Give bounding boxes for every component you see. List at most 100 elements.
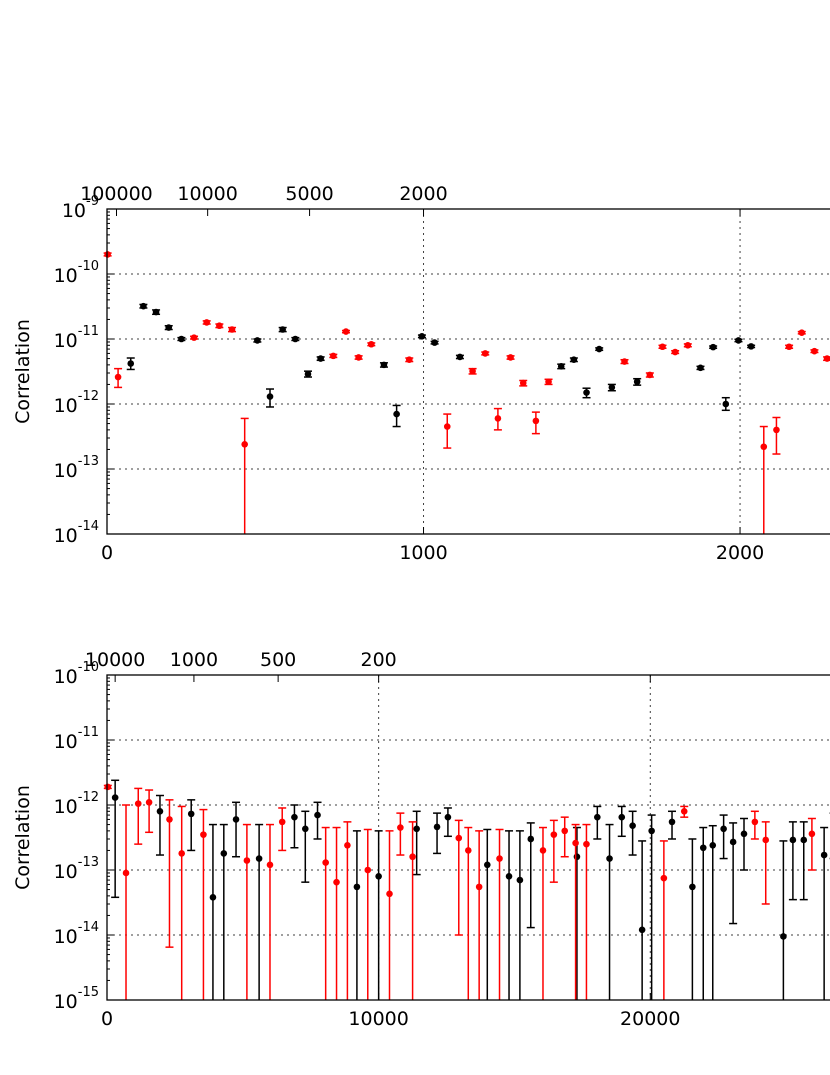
data-point: [122, 869, 130, 877]
y-tick-power: -14: [78, 519, 99, 534]
data-point: [278, 818, 286, 826]
series-black: [126, 302, 756, 428]
data-point: [165, 324, 173, 331]
data-point: [409, 853, 416, 861]
data-point: [507, 354, 514, 361]
data-point: [800, 836, 808, 844]
data-point: [152, 308, 160, 316]
top-tick-label: 5000: [285, 183, 333, 205]
data-point: [561, 827, 569, 835]
data-point: [762, 836, 770, 844]
data-point: [621, 358, 628, 365]
data-point: [140, 302, 147, 310]
y-tick-power: -10: [78, 660, 99, 675]
data-point: [629, 822, 636, 830]
y-tick-base: 10: [54, 265, 78, 287]
data-point: [572, 839, 579, 847]
y-tick-power: -12: [78, 389, 99, 404]
y-tick-label: 10-11: [54, 324, 99, 352]
data-point: [709, 841, 717, 849]
data-point: [660, 874, 668, 882]
data-point: [527, 835, 535, 843]
data-point: [314, 811, 321, 819]
data-point: [375, 872, 382, 880]
y-tick-power: -12: [78, 790, 99, 805]
data-point: [241, 440, 248, 448]
top-tick-label: 500: [260, 649, 296, 671]
series-red: [103, 783, 816, 1000]
data-point: [291, 813, 298, 821]
data-point: [333, 878, 340, 886]
y-tick-power: -9: [86, 194, 99, 209]
y-tick-label: 10-12: [54, 790, 99, 818]
data-point: [545, 378, 552, 386]
y-tick-power: -10: [78, 259, 99, 274]
data-point: [570, 356, 578, 364]
y-tick-base: 10: [54, 330, 78, 352]
y-tick-label: 10-13: [54, 454, 99, 482]
data-point: [618, 813, 626, 821]
data-point: [254, 337, 261, 344]
data-point: [747, 343, 755, 350]
data-point: [220, 850, 228, 857]
y-tick-label: 10-11: [54, 725, 99, 753]
data-point: [516, 876, 524, 884]
data-point: [405, 356, 413, 364]
data-point: [505, 872, 513, 880]
data-point: [134, 800, 142, 807]
y-tick-label: 10-13: [54, 855, 99, 883]
y-tick-base: 10: [54, 460, 78, 482]
data-point: [209, 894, 217, 901]
data-point: [594, 813, 601, 821]
y-tick-label: 10-9: [62, 194, 99, 222]
data-point: [266, 861, 274, 869]
data-point: [583, 389, 590, 396]
data-point: [111, 794, 119, 801]
y-tick-base: 10: [54, 796, 78, 818]
data-point: [773, 426, 780, 434]
data-point: [386, 890, 393, 898]
y-tick-base: 10: [62, 200, 86, 222]
data-point: [519, 379, 527, 387]
x-tick-label: 1000: [399, 542, 447, 564]
data-point: [557, 363, 565, 370]
top-tick-label: 1000: [170, 649, 218, 671]
y-tick-power: -15: [78, 985, 99, 1000]
y-tick-base: 10: [54, 731, 78, 753]
data-point: [243, 857, 251, 864]
data-point: [301, 825, 309, 833]
data-point: [780, 933, 787, 940]
data-point: [203, 319, 211, 326]
data-point: [751, 818, 759, 826]
data-point: [317, 355, 324, 362]
data-point: [729, 838, 737, 846]
data-point: [342, 328, 350, 335]
y-tick-base: 10: [54, 395, 78, 417]
data-point: [684, 341, 692, 349]
data-point: [232, 816, 240, 823]
data-point: [292, 335, 299, 343]
data-point: [104, 783, 112, 791]
top-tick-label: 2000: [399, 183, 447, 205]
data-point: [496, 855, 503, 862]
data-point: [279, 326, 286, 333]
data-point: [475, 883, 483, 891]
data-point: [344, 841, 351, 849]
data-point: [127, 360, 135, 367]
data-point: [740, 830, 748, 838]
data-point: [638, 926, 646, 934]
top-tick-label: 10000: [177, 183, 237, 205]
data-point: [455, 834, 463, 842]
x-tick-label: 20000: [620, 1008, 680, 1030]
data-point: [367, 340, 375, 348]
data-point: [532, 417, 540, 425]
data-point: [820, 851, 828, 859]
y-tick-label: 10-10: [54, 660, 99, 688]
data-point: [431, 339, 438, 346]
data-point: [456, 353, 464, 361]
top-tick-label: 100000: [80, 183, 153, 205]
y-tick-label: 10-10: [54, 259, 99, 287]
y-tick-base: 10: [54, 926, 78, 948]
data-point: [304, 370, 312, 378]
